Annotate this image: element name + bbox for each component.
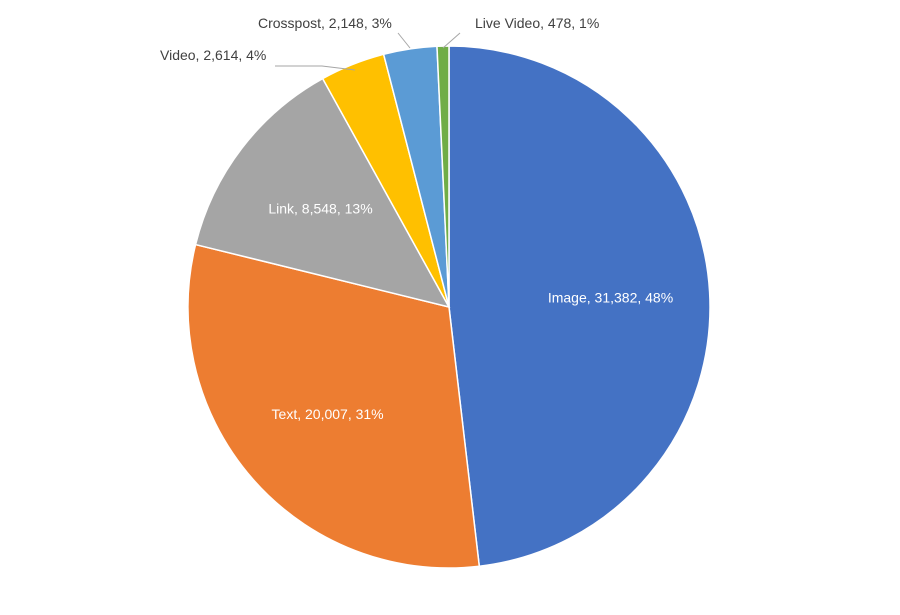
slice-text: [187, 243, 481, 569]
data-label-crosspost: Crosspost, 2,148, 3%: [258, 15, 392, 31]
data-label-live-video: Live Video, 478, 1%: [475, 15, 599, 31]
slice-image: [448, 45, 711, 568]
leader-line-video: [275, 65, 356, 71]
data-label-video: Video, 2,614, 4%: [160, 47, 266, 63]
slice-link: [194, 77, 451, 309]
pie-labels: Image, 31,382, 48% Text, 20,007, 31% Link,…: [160, 15, 673, 422]
slice-live-video: [436, 45, 450, 308]
data-label-link: Link, 8,548, 13%: [268, 201, 372, 217]
data-label-image: Image, 31,382, 48%: [548, 290, 673, 306]
pie-slices: [187, 45, 711, 569]
leader-line-live-video: [442, 32, 461, 49]
data-label-text: Text, 20,007, 31%: [272, 406, 384, 422]
leader-line-crosspost: [397, 32, 411, 49]
